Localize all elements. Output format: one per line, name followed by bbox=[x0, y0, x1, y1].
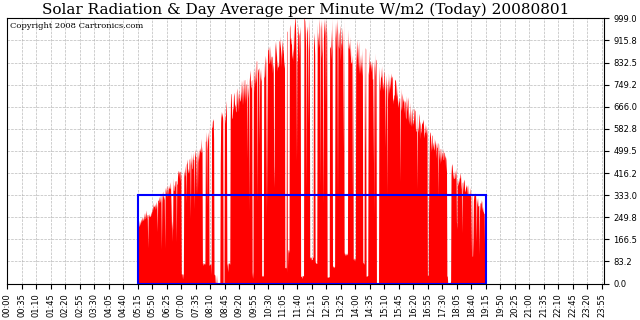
Title: Solar Radiation & Day Average per Minute W/m2 (Today) 20080801: Solar Radiation & Day Average per Minute… bbox=[42, 3, 569, 17]
Text: Copyright 2008 Cartronics.com: Copyright 2008 Cartronics.com bbox=[10, 22, 143, 30]
Bar bbox=[138, 195, 486, 284]
